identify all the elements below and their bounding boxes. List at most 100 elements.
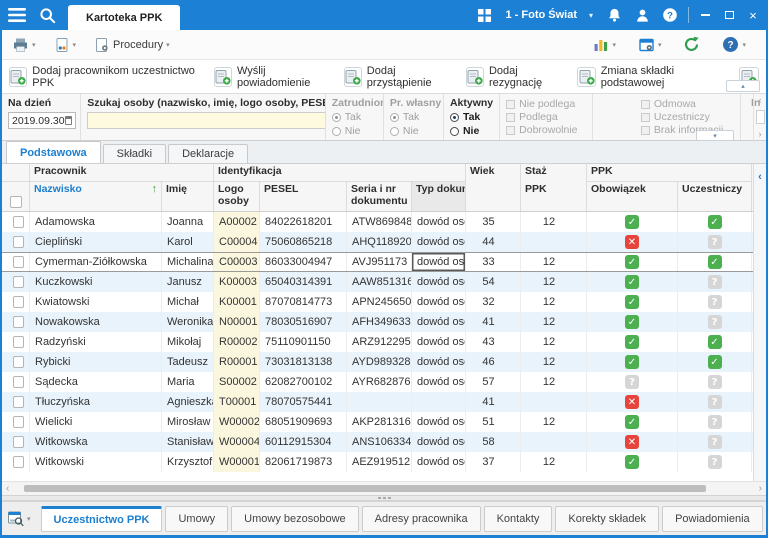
cell-typ-dokumentu[interactable]: dowód osc (412, 352, 466, 372)
cell-logo-osoby[interactable]: C00003 (214, 253, 260, 271)
cell-pesel[interactable]: 87070814773 (260, 292, 347, 312)
cell-uczestniczy[interactable]: ? (678, 372, 752, 392)
cell-uczestniczy[interactable]: ✓ (678, 253, 752, 271)
row-checkbox[interactable] (13, 356, 24, 368)
bottom-tab-korekty-skladek[interactable]: Korekty składek (555, 506, 659, 532)
cell-imie[interactable]: Tadeusz (162, 352, 214, 372)
column-header-imie[interactable]: Imię (162, 182, 214, 211)
cell-obowiazek[interactable]: ✓ (587, 292, 678, 312)
cell-pesel[interactable]: 62082700102 (260, 372, 347, 392)
table-row[interactable]: RadzyńskiMikołajR0000275110901150ARZ9122… (2, 332, 766, 352)
minimize-button[interactable] (694, 4, 716, 26)
cell-seria-nr-dokumentu[interactable]: ATW869848 (347, 212, 412, 232)
cell-imie[interactable]: Mirosław (162, 412, 214, 432)
cell-uczestniczy[interactable]: ✓ (678, 212, 752, 232)
cell-logo-osoby[interactable]: N00001 (214, 312, 260, 332)
cell-uczestniczy[interactable]: ✓ (678, 332, 752, 352)
window-tab-kartoteka-ppk[interactable]: Kartoteka PPK (68, 5, 180, 30)
cell-typ-dokumentu[interactable]: dowód osc (412, 212, 466, 232)
cell-uczestniczy[interactable]: ? (678, 232, 752, 252)
row-select-cell[interactable] (2, 312, 30, 332)
cell-obowiazek[interactable]: ✓ (587, 452, 678, 472)
cell-uczestniczy[interactable]: ? (678, 432, 752, 452)
cell-staz-ppk[interactable]: 12 (521, 212, 587, 232)
change-base-contribution-button[interactable]: Zmiana składki podstawowej (577, 65, 727, 89)
cell-imie[interactable]: Joanna (162, 212, 214, 232)
table-row[interactable]: NowakowskaWeronikaN0000178030516907AFH34… (2, 312, 766, 332)
row-select-cell[interactable] (2, 412, 30, 432)
row-select-cell[interactable] (2, 212, 30, 232)
row-checkbox[interactable] (13, 396, 24, 408)
row-select-cell[interactable] (2, 392, 30, 412)
cell-imie[interactable]: Maria (162, 372, 214, 392)
cell-staz-ppk[interactable]: 12 (521, 272, 587, 292)
row-select-cell[interactable] (2, 432, 30, 452)
chevron-down-icon[interactable]: ▾ (166, 41, 170, 49)
cell-nazwisko[interactable]: Witkowska (30, 432, 162, 452)
column-header-uczestniczy[interactable]: Uczestniczy (678, 182, 752, 211)
cell-nazwisko[interactable]: Radzyński (30, 332, 162, 352)
row-checkbox[interactable] (13, 316, 24, 328)
add-accession-button[interactable]: Dodaj przystąpienie (344, 65, 454, 89)
bottom-tab-uczestnictwo-ppk[interactable]: Uczestnictwo PPK (41, 506, 163, 532)
scroll-left-icon[interactable]: ‹ (6, 483, 9, 494)
cell-logo-osoby[interactable]: W00001 (214, 452, 260, 472)
maximize-button[interactable] (718, 4, 740, 26)
cell-imie[interactable]: Karol (162, 232, 214, 252)
table-row[interactable]: RybickiTadeuszR0000173031813138AYD989328… (2, 352, 766, 372)
bottom-tab-umowy[interactable]: Umowy (165, 506, 228, 532)
scroll-right-icon[interactable]: › (759, 483, 762, 494)
cell-logo-osoby[interactable]: W00002 (214, 412, 260, 432)
help-menu-button[interactable]: ? ▾ (718, 34, 750, 55)
na-dzien-date-input[interactable]: 2019.09.30 (8, 112, 76, 129)
tab-deklaracje[interactable]: Deklaracje (168, 144, 248, 163)
cell-wiek[interactable]: 44 (466, 232, 521, 252)
bottom-tab-adresy-pracownika[interactable]: Adresy pracownika (362, 506, 481, 532)
row-select-cell[interactable] (2, 232, 30, 252)
cell-typ-dokumentu[interactable]: dowód osc (412, 312, 466, 332)
cell-staz-ppk[interactable]: 12 (521, 372, 587, 392)
user-icon[interactable] (629, 2, 655, 28)
cell-obowiazek[interactable]: ✓ (587, 412, 678, 432)
add-ppk-membership-button[interactable]: Dodaj pracownikom uczestnictwo PPK (9, 65, 202, 89)
cell-pesel[interactable]: 75110901150 (260, 332, 347, 352)
cell-logo-osoby[interactable]: K00003 (214, 272, 260, 292)
cell-wiek[interactable]: 32 (466, 292, 521, 312)
cell-nazwisko[interactable]: Cymerman-Ziółkowska (30, 253, 162, 271)
cell-logo-osoby[interactable]: R00001 (214, 352, 260, 372)
cell-logo-osoby[interactable]: R00002 (214, 332, 260, 352)
row-checkbox[interactable] (13, 296, 24, 308)
cell-pesel[interactable]: 78070575441 (260, 392, 347, 412)
cell-seria-nr-dokumentu[interactable]: ARZ912295 (347, 332, 412, 352)
bottom-tab-kontakty[interactable]: Kontakty (484, 506, 553, 532)
cell-pesel[interactable]: 86033004947 (260, 253, 347, 271)
detail-view-button[interactable]: ▾ (7, 510, 31, 527)
cell-typ-dokumentu[interactable]: dowód osc (412, 292, 466, 312)
table-row[interactable]: CieplińskiKarolC0000475060865218AHQ11892… (2, 232, 766, 252)
chevron-down-icon[interactable]: ▾ (742, 41, 746, 49)
row-checkbox[interactable] (13, 276, 24, 288)
cell-staz-ppk[interactable]: 12 (521, 452, 587, 472)
odmowa-checkbox[interactable]: Odmowa (641, 98, 734, 110)
cell-nazwisko[interactable]: Kwiatowski (30, 292, 162, 312)
cell-staz-ppk[interactable] (521, 392, 587, 412)
close-button[interactable]: × (742, 4, 764, 26)
row-select-cell[interactable] (2, 292, 30, 312)
cell-nazwisko[interactable]: Ciepliński (30, 232, 162, 252)
row-checkbox[interactable] (13, 336, 24, 348)
cell-logo-osoby[interactable]: T00001 (214, 392, 260, 412)
row-select-cell[interactable] (2, 332, 30, 352)
cell-nazwisko[interactable]: Sądecka (30, 372, 162, 392)
cell-seria-nr-dokumentu[interactable]: AEZ919512 (347, 452, 412, 472)
cell-logo-osoby[interactable]: C00004 (214, 232, 260, 252)
row-checkbox[interactable] (13, 236, 24, 248)
cell-nazwisko[interactable]: Witkowski (30, 452, 162, 472)
bottom-tab-powiadomienia[interactable]: Powiadomienia (662, 506, 763, 532)
cell-obowiazek[interactable]: ✓ (587, 272, 678, 292)
column-header-seria-nr-dokumentu[interactable]: Seria i nr dokumentu (347, 182, 412, 211)
scroll-thumb[interactable] (756, 110, 765, 124)
cell-typ-dokumentu[interactable]: dowód osc (412, 253, 466, 271)
uczestniczy-checkbox[interactable]: Uczestniczy (641, 111, 734, 123)
cell-obowiazek[interactable]: ✕ (587, 432, 678, 452)
expand-panel-left-icon[interactable]: ‹ (758, 172, 762, 481)
